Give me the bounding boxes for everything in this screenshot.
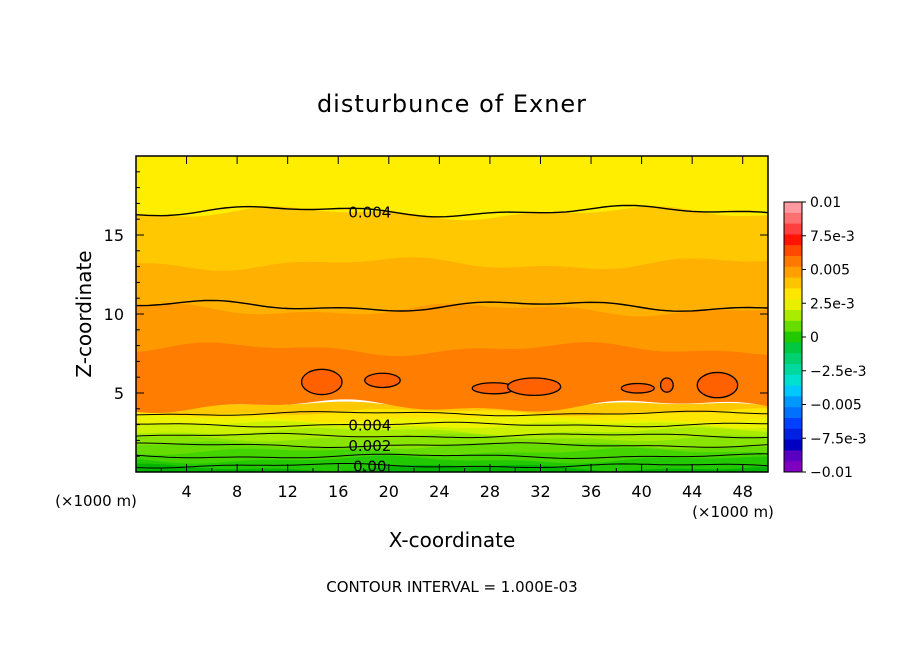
colorbar-swatch (784, 234, 802, 246)
closed-contour-cell (696, 371, 739, 399)
closed-contour-cell (506, 377, 562, 397)
x-tick-label: 8 (232, 482, 242, 501)
contour-line (136, 442, 769, 448)
x-axis-unit-right: (×1000 m) (692, 503, 774, 521)
colorbar-swatch (784, 288, 802, 300)
colorbar-swatch (784, 385, 802, 397)
colorbar-swatch (784, 212, 802, 225)
contour-line (135, 204, 769, 218)
contour-line (135, 432, 769, 439)
colorbar: 0.01 7.5e-3 0.005 2.5e-3 0 −2.5e-3 −0.005 −7.5e… (783, 195, 867, 481)
colorbar-label: −0.005 (810, 398, 862, 414)
x-tick-label: 40 (631, 482, 651, 501)
plot-area (135, 155, 769, 473)
contour-label: 0.004 (348, 417, 391, 435)
contour-line (135, 410, 769, 417)
contour-label: 0.004 (348, 203, 391, 221)
chart-title: disturbunce of Exner (317, 90, 587, 118)
contour-band (135, 341, 769, 414)
contour-line (135, 463, 769, 469)
colorbar-swatch (784, 364, 802, 376)
x-tick-label: 20 (379, 482, 399, 501)
colorbar-swatch (784, 245, 802, 257)
colorbar-swatch (784, 374, 802, 387)
colorbar-label: 2.5e-3 (810, 296, 855, 312)
colorbar-swatch (784, 223, 802, 235)
colorbar-label: 0.01 (810, 195, 841, 211)
colorbar-swatch (784, 450, 802, 462)
colorbar-label: −7.5e-3 (810, 431, 867, 447)
colorbar-swatch (784, 407, 802, 419)
colorbar-swatch (784, 353, 802, 365)
contour-lines (135, 204, 769, 469)
contour-line (136, 421, 769, 428)
x-tick-label: 16 (328, 482, 348, 501)
contour-label: 0.00 (353, 458, 386, 476)
colorbar-swatch (784, 256, 802, 268)
y-tick-label: 5 (114, 384, 124, 403)
colorbar-swatch (784, 320, 802, 333)
x-axis-ticks: 4 8 12 16 20 24 28 32 36 40 44 48 (160, 156, 753, 501)
colorbar-swatch (784, 299, 802, 311)
closed-contour-cell (300, 368, 343, 396)
colorbar-label: −2.5e-3 (810, 364, 867, 380)
x-tick-label: 28 (480, 482, 500, 501)
y-tick-label: 10 (104, 305, 124, 324)
colorbar-label: 7.5e-3 (810, 229, 855, 245)
colorbar-swatch (784, 461, 802, 473)
colorbar-label: −0.01 (810, 465, 853, 481)
colorbar-swatch (784, 418, 802, 430)
x-tick-label: 4 (181, 482, 191, 501)
colorbar-swatch (784, 331, 802, 343)
y-axis-ticks: 5 10 15 (104, 171, 768, 457)
x-tick-label: 24 (429, 482, 449, 501)
closed-contour-cells (300, 368, 739, 399)
closed-contour-cell (620, 382, 655, 394)
colorbar-label: 0.005 (810, 263, 850, 279)
colorbar-swatch (784, 277, 802, 289)
contour-interval-note: CONTOUR INTERVAL = 1.000E-03 (326, 578, 577, 596)
x-axis-unit-left: (×1000 m) (55, 492, 137, 510)
contour-band (135, 155, 769, 221)
x-tick-label: 32 (530, 482, 550, 501)
contour-labels: 0.004 0.004 0.002 0.00 (348, 203, 391, 476)
x-tick-label: 36 (581, 482, 601, 501)
closed-contour-cell (659, 377, 674, 393)
colorbar-swatch (784, 396, 802, 408)
y-axis-label: Z-coordinate (72, 250, 96, 377)
colorbar-label: 0 (810, 330, 819, 346)
colorbar-swatch (784, 266, 802, 279)
colorbar-swatch (784, 202, 802, 214)
colorbar-swatch (784, 439, 802, 451)
colorbar-swatch (784, 428, 802, 441)
x-tick-label: 44 (682, 482, 702, 501)
y-tick-label: 15 (104, 226, 124, 245)
colorbar-swatch (784, 342, 802, 354)
contour-label: 0.002 (348, 437, 391, 455)
x-tick-label: 48 (733, 482, 753, 501)
contour-line (135, 453, 769, 460)
contour-line (136, 299, 769, 312)
colorbar-swatch (784, 310, 802, 322)
x-tick-label: 12 (278, 482, 298, 501)
closed-contour-cell (364, 372, 401, 389)
x-axis-label: X-coordinate (389, 528, 516, 552)
